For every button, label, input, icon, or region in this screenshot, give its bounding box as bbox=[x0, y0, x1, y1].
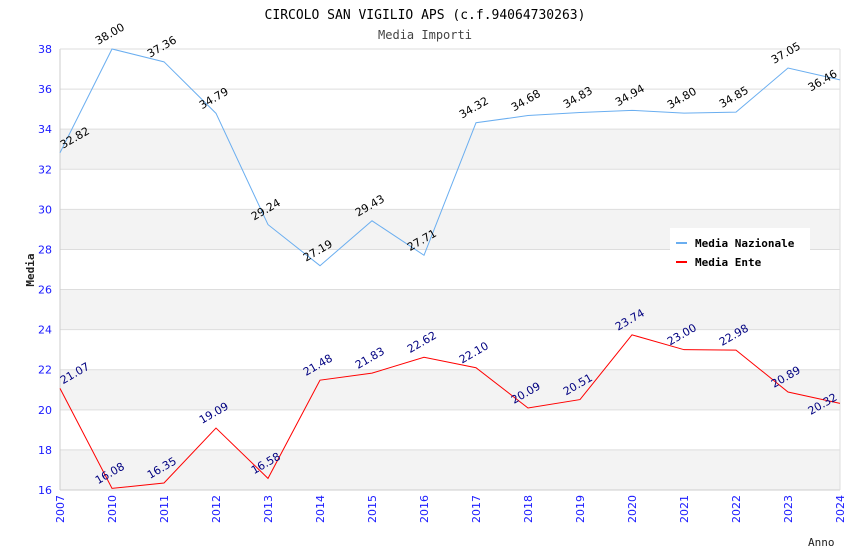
y-tick-label: 28 bbox=[38, 243, 52, 256]
y-tick-label: 16 bbox=[38, 484, 52, 497]
y-tick-label: 22 bbox=[38, 364, 52, 377]
x-tick-label: 2014 bbox=[314, 495, 327, 523]
legend-label: Media Ente bbox=[695, 256, 762, 269]
data-label: 22.10 bbox=[457, 339, 491, 366]
data-label: 21.83 bbox=[353, 345, 387, 372]
grid-band bbox=[60, 369, 840, 410]
x-tick-label: 2017 bbox=[470, 495, 483, 523]
grid-band bbox=[60, 449, 840, 490]
data-label: 34.83 bbox=[561, 84, 595, 111]
data-label: 37.36 bbox=[145, 33, 179, 60]
x-tick-label: 2015 bbox=[366, 495, 379, 523]
data-label: 34.85 bbox=[717, 84, 751, 111]
y-tick-label: 26 bbox=[38, 284, 52, 297]
x-tick-label: 2020 bbox=[626, 495, 639, 523]
x-axis-label: Anno bbox=[808, 536, 835, 549]
series-line-0 bbox=[59, 48, 841, 267]
data-label: 34.68 bbox=[509, 87, 543, 114]
chart-title: CIRCOLO SAN VIGILIO APS (c.f.94064730263… bbox=[265, 8, 586, 23]
y-tick-label: 36 bbox=[38, 83, 52, 96]
data-label: 38.00 bbox=[93, 21, 127, 48]
grid-band bbox=[60, 289, 840, 330]
y-axis-label: Media bbox=[24, 253, 37, 286]
x-tick-label: 2024 bbox=[834, 495, 847, 523]
y-tick-label: 20 bbox=[38, 404, 52, 417]
legend-label: Media Nazionale bbox=[695, 237, 795, 250]
data-label: 22.62 bbox=[405, 329, 439, 356]
grid-band bbox=[60, 129, 840, 170]
y-tick-label: 30 bbox=[38, 203, 52, 216]
x-tick-label: 2022 bbox=[730, 495, 743, 523]
y-tick-label: 38 bbox=[38, 43, 52, 56]
y-tick-label: 18 bbox=[38, 444, 52, 457]
data-label: 34.32 bbox=[457, 94, 491, 121]
x-tick-label: 2016 bbox=[418, 495, 431, 523]
y-tick-label: 34 bbox=[38, 123, 52, 136]
x-tick-label: 2013 bbox=[262, 495, 275, 523]
x-tick-label: 2023 bbox=[782, 495, 795, 523]
x-tick-label: 2007 bbox=[54, 495, 67, 523]
y-tick-label: 32 bbox=[38, 163, 52, 176]
x-tick-label: 2021 bbox=[678, 495, 691, 523]
data-label: 37.05 bbox=[769, 40, 803, 67]
x-tick-label: 2010 bbox=[106, 495, 119, 523]
y-tick-label: 24 bbox=[38, 324, 52, 337]
data-label: 34.94 bbox=[613, 82, 647, 109]
x-tick-label: 2019 bbox=[574, 495, 587, 523]
x-tick-label: 2012 bbox=[210, 495, 223, 523]
data-label: 36.46 bbox=[806, 67, 840, 94]
x-tick-label: 2018 bbox=[522, 495, 535, 523]
chart-subtitle: Media Importi bbox=[378, 28, 472, 42]
legend: Media Nazionale Media Ente bbox=[670, 228, 810, 270]
series-line-1 bbox=[59, 334, 841, 489]
x-tick-label: 2011 bbox=[158, 495, 171, 523]
